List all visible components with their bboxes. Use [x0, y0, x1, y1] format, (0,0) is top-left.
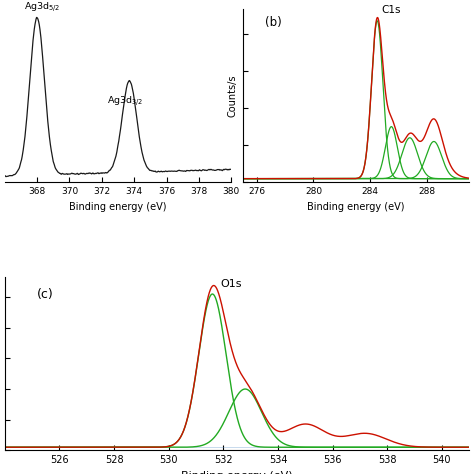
Text: Ag3d$_{3/2}$: Ag3d$_{3/2}$	[107, 94, 143, 108]
X-axis label: Binding energy (eV): Binding energy (eV)	[69, 202, 167, 212]
X-axis label: Binding energy (eV): Binding energy (eV)	[307, 202, 405, 212]
Y-axis label: Counts/s: Counts/s	[227, 75, 237, 117]
X-axis label: Binding energy (eV): Binding energy (eV)	[181, 471, 293, 474]
Text: (b): (b)	[265, 17, 282, 29]
Text: C1s: C1s	[382, 5, 401, 15]
Text: O1s: O1s	[220, 280, 242, 290]
Text: Ag3d$_{5/2}$: Ag3d$_{5/2}$	[24, 0, 61, 14]
Text: (c): (c)	[37, 288, 54, 301]
